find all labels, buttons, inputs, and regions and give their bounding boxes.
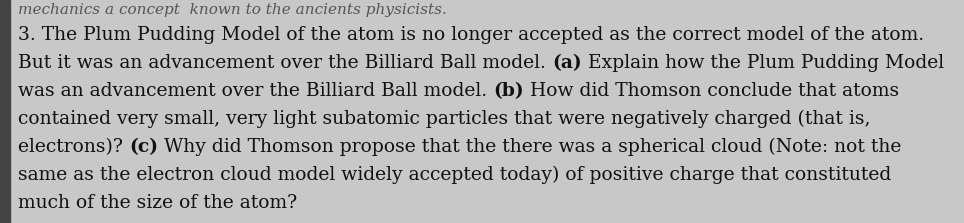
Text: Explain how the Plum Pudding Model: Explain how the Plum Pudding Model [581, 54, 944, 72]
Text: contained very small, very light subatomic particles that were negatively charge: contained very small, very light subatom… [18, 110, 870, 128]
Text: electrons)?: electrons)? [18, 138, 129, 156]
Text: (a): (a) [551, 54, 581, 72]
Text: same as the electron cloud model widely accepted today) of positive charge that : same as the electron cloud model widely … [18, 166, 892, 184]
Text: How did Thomson conclude that atoms: How did Thomson conclude that atoms [523, 82, 898, 100]
Text: Why did Thomson propose that the there was a spherical cloud (Note: not the: Why did Thomson propose that the there w… [158, 138, 901, 156]
Text: (c): (c) [129, 138, 158, 156]
Text: 3. The Plum Pudding Model of the atom is no longer accepted as the correct model: 3. The Plum Pudding Model of the atom is… [18, 26, 924, 44]
Text: (b): (b) [494, 82, 523, 100]
Text: much of the size of the atom?: much of the size of the atom? [18, 194, 297, 212]
Text: But it was an advancement over the Billiard Ball model.: But it was an advancement over the Billi… [18, 54, 551, 72]
Text: was an advancement over the Billiard Ball model.: was an advancement over the Billiard Bal… [18, 82, 494, 100]
Bar [0, 0, 10, 223]
Text: mechanics a concept  known to the ancients physicists.: mechanics a concept known to the ancient… [18, 3, 447, 17]
